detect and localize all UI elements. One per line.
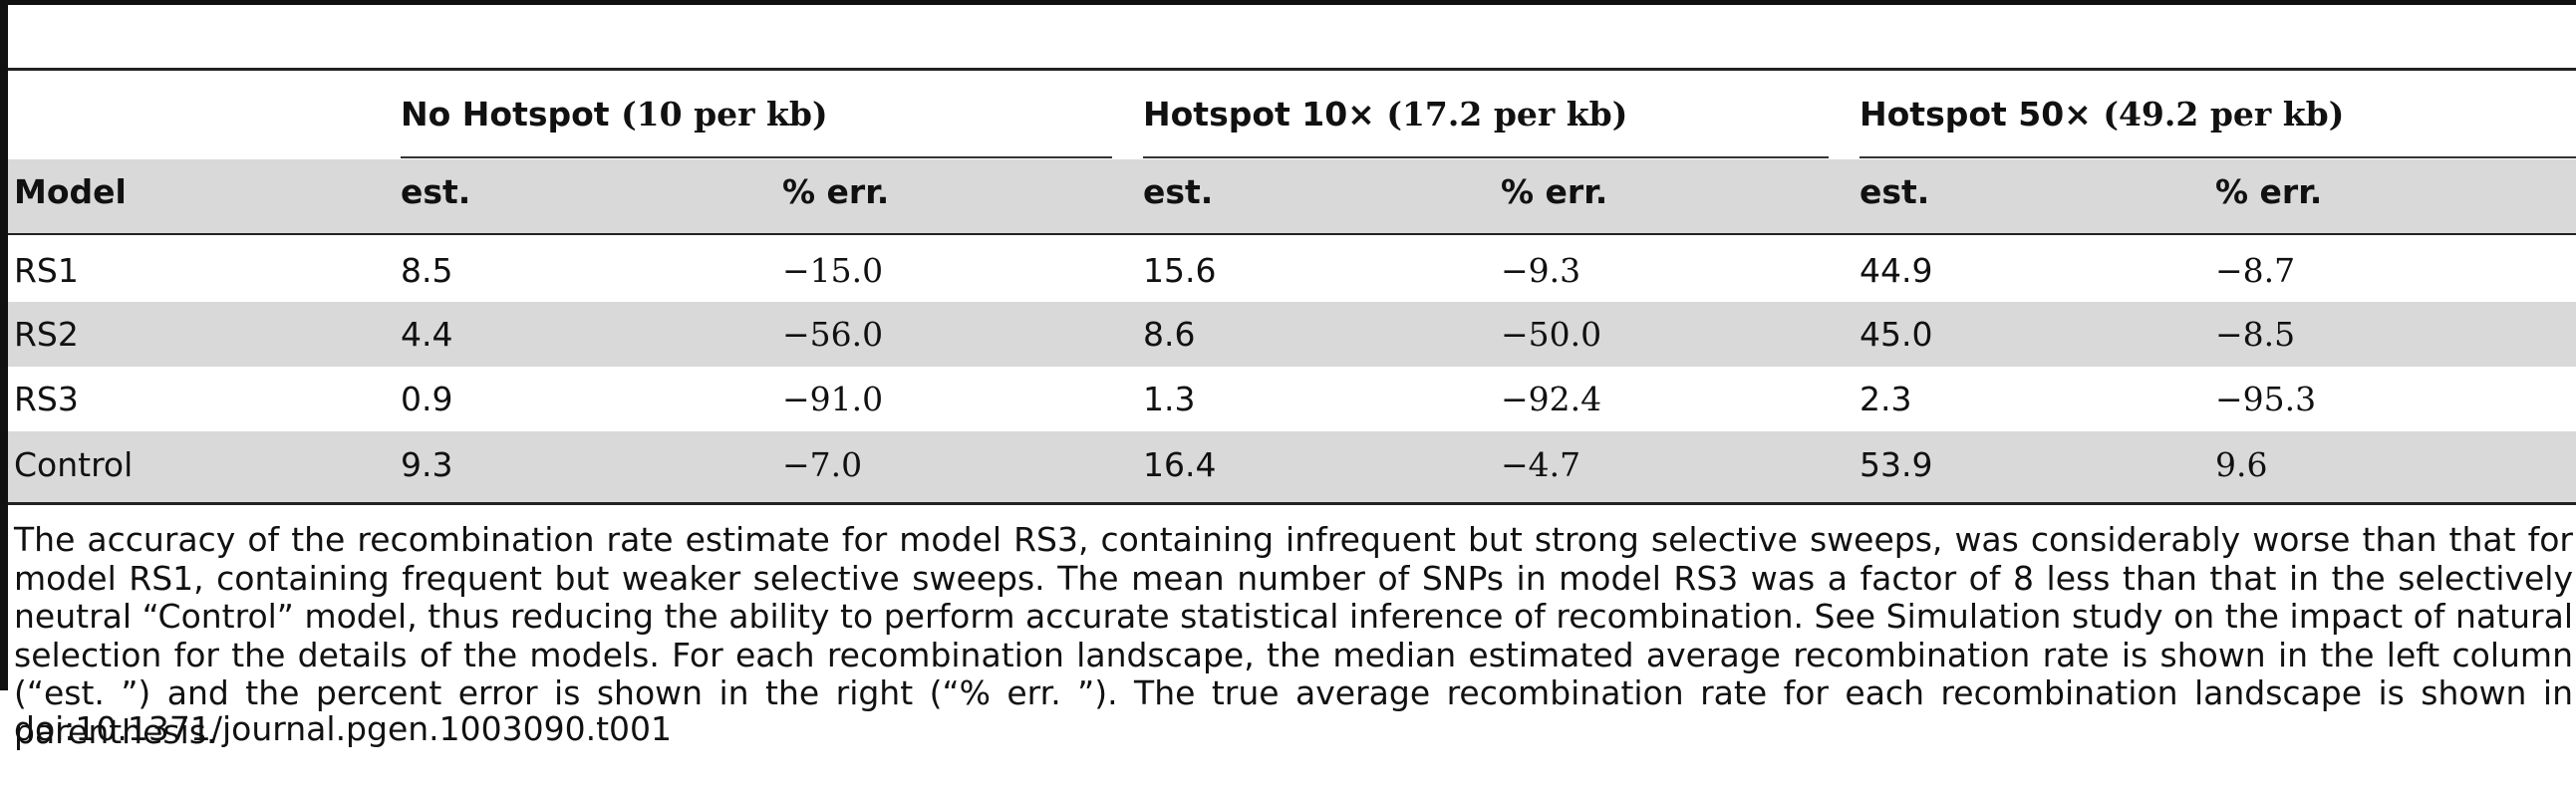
column-header-est: est.: [1143, 172, 1214, 211]
cell-err: −9.3: [1501, 251, 1581, 290]
cell-est: 45.0: [1860, 315, 1933, 354]
top-border: [0, 0, 2576, 5]
column-header-err: % err.: [1501, 172, 1608, 211]
cell-est: 15.6: [1143, 251, 1217, 290]
cell-err: −56.0: [782, 315, 884, 354]
group-rule-no-hotspot: [401, 156, 1112, 158]
row-model: RS3: [14, 380, 79, 418]
row-model: RS1: [14, 251, 79, 290]
column-header-est: est.: [401, 172, 471, 211]
cell-err: −8.5: [2215, 315, 2296, 354]
cell-est: 2.3: [1860, 380, 1912, 418]
group-header-no-hotspot: No Hotspot (10 per kb): [401, 95, 828, 133]
cell-err: −15.0: [782, 251, 884, 290]
column-header-row: [8, 159, 2576, 233]
cell-err: −95.3: [2215, 380, 2317, 418]
cell-err: 9.6: [2215, 445, 2268, 484]
column-header-model: Model: [14, 172, 127, 211]
header-rule: [8, 233, 2576, 235]
cell-est: 8.5: [401, 251, 453, 290]
group-header-hotspot-10x: Hotspot 10× (17.2 per kb): [1143, 95, 1628, 133]
cell-est: 9.3: [401, 445, 453, 484]
group-rule-hotspot-10x: [1143, 156, 1829, 158]
row-model: Control: [14, 445, 134, 484]
cell-err: −92.4: [1501, 380, 1602, 418]
table-top-rule: [8, 68, 2576, 71]
table-bottom-rule: [8, 502, 2576, 505]
group-rule-hotspot-50x: [1860, 156, 2576, 158]
row-model: RS2: [14, 315, 79, 354]
column-header-err: % err.: [2215, 172, 2323, 211]
cell-est: 44.9: [1860, 251, 1933, 290]
cell-est: 0.9: [401, 380, 453, 418]
column-header-err: % err.: [782, 172, 890, 211]
row-shade: [8, 302, 2576, 367]
row-shade: [8, 431, 2576, 502]
cell-err: −4.7: [1501, 445, 1581, 484]
table-caption: The accuracy of the recombination rate e…: [14, 520, 2573, 751]
cell-err: −50.0: [1501, 315, 1602, 354]
column-header-est: est.: [1860, 172, 1930, 211]
cell-est: 4.4: [401, 315, 453, 354]
cell-est: 1.3: [1143, 380, 1196, 418]
group-header-hotspot-50x: Hotspot 50× (49.2 per kb): [1860, 95, 2345, 133]
cell-err: −8.7: [2215, 251, 2296, 290]
cell-est: 53.9: [1860, 445, 1933, 484]
cell-est: 8.6: [1143, 315, 1196, 354]
cell-est: 16.4: [1143, 445, 1217, 484]
left-border: [0, 0, 8, 690]
cell-err: −91.0: [782, 380, 884, 418]
cell-err: −7.0: [782, 445, 863, 484]
doi-link[interactable]: doi:10.1371/journal.pgen.1003090.t001: [14, 709, 673, 748]
